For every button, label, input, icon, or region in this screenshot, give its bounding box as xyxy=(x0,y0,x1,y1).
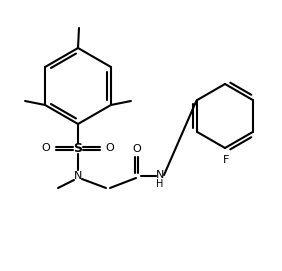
Text: O: O xyxy=(106,143,114,153)
Text: O: O xyxy=(133,144,141,154)
Text: S: S xyxy=(74,141,83,154)
Text: N: N xyxy=(156,170,164,180)
Text: H: H xyxy=(156,179,164,189)
Text: F: F xyxy=(223,155,229,165)
Text: O: O xyxy=(42,143,50,153)
Text: N: N xyxy=(74,171,82,181)
